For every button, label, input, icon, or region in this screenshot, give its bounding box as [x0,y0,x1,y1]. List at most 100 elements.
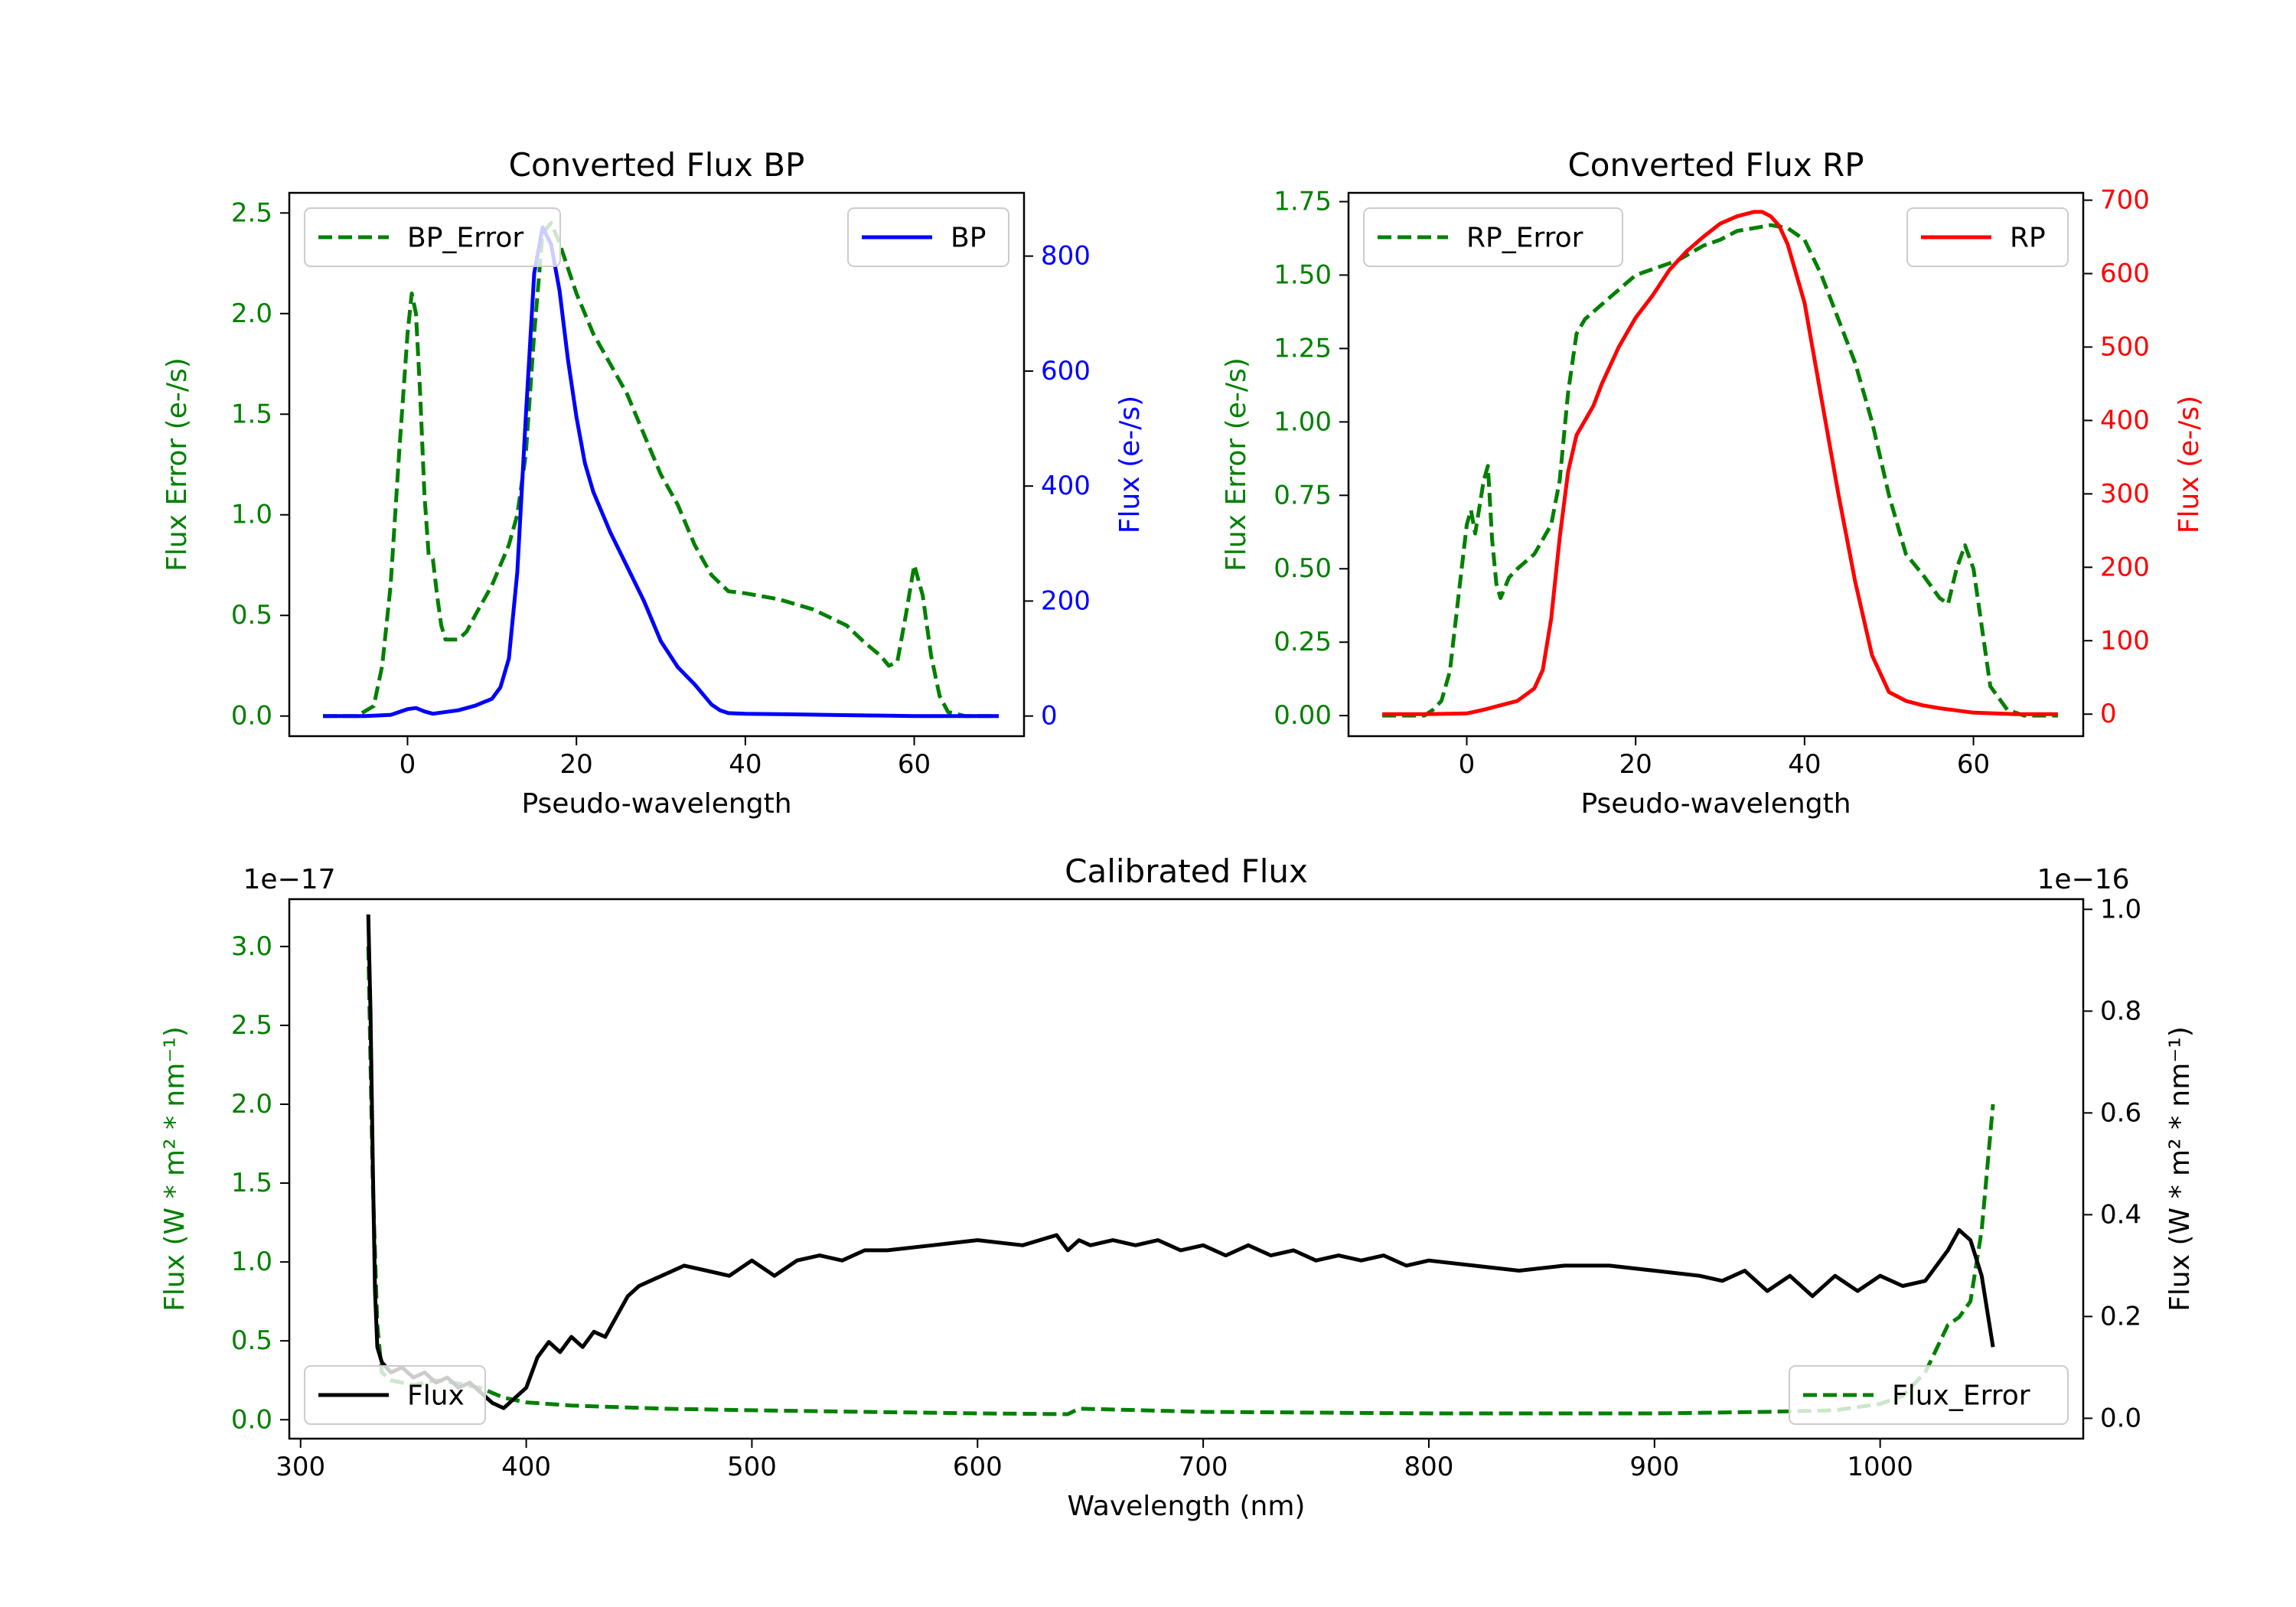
y-right-tick-label: 0 [1041,701,1058,732]
y-left-tick-label: 1.25 [1274,333,1332,363]
y-left-axis-label: Flux Error (e-/s) [1221,357,1252,572]
y-right-tick-label: 400 [2100,405,2150,435]
x-tick-label: 800 [1404,1452,1454,1482]
x-tick-label: 500 [727,1452,777,1482]
chart-title: Converted Flux RP [1567,146,1864,184]
x-tick-label: 1000 [1847,1452,1913,1482]
y-right-tick-label: 200 [2100,552,2150,582]
y-left-tick-label: 0.25 [1274,627,1332,657]
legend-flux: Flux [304,1365,486,1425]
x-tick-label: 60 [898,749,931,780]
y-left-tick-label: 2.5 [231,1010,272,1041]
y-right-tick-label: 1.0 [2100,894,2141,924]
y-right-tick-label: 600 [2100,259,2150,289]
legend-bp: BP [847,207,1009,267]
y-left-tick-label: 1.0 [231,500,272,530]
x-tick-label: 40 [1788,749,1821,780]
y-left-tick-label: 0.5 [231,1325,272,1356]
legend-label: Flux [407,1380,465,1412]
y-left-tick-label: 1.5 [231,399,272,429]
x-tick-label: 0 [400,749,416,780]
y-left-tick-label: 0.0 [231,701,272,732]
y-left-tick-label: 1.50 [1274,259,1332,290]
y-right-tick-label: 700 [2100,185,2150,216]
x-tick-label: 300 [276,1452,325,1482]
x-axis-label: Pseudo-wavelength [521,788,791,820]
y-right-axis-label: Flux (e-/s) [1114,396,1146,533]
legend-frame [1363,207,1623,267]
y-left-tick-label: 3.0 [231,931,272,962]
x-tick-label: 400 [501,1452,551,1482]
series-line-flux-error [366,946,1995,1416]
y-right-tick-label: 0.4 [2100,1199,2141,1230]
y-left-tick-label: 1.00 [1274,406,1332,437]
y-right-axis-label: Flux (e-/s) [2174,396,2205,533]
axes-frame-calibrated [288,898,2085,1440]
y-right-tick-label: 300 [2100,478,2150,509]
y-right-tick-label: 500 [2100,331,2150,362]
legend-rp: RP [1906,207,2069,267]
chart-rp: 0 20 40 60 0.00 0.25 0.50 0.75 1.00 1.25 1.50 1.75 0… [1221,146,2205,820]
y-left-tick-label: 2.0 [231,298,272,329]
legend-rp-error: RP_Error [1363,207,1623,267]
chart-title: Calibrated Flux [1065,852,1308,890]
chart-bp: 0 20 40 60 0.0 0.5 1.0 1.5 2.0 2.5 0 200 400 600 800 Co… [161,146,1146,820]
x-tick-label: 700 [1179,1452,1228,1482]
y-left-tick-label: 0.5 [231,600,272,631]
legend-label: BP [951,223,986,254]
y-left-tick-label: 2.5 [231,197,272,228]
series-line-flux [366,914,1995,1410]
chart-calibrated: 300 400 500 600 700 800 900 1000 0.0 0.5 1.0 1.5 2.0… [159,852,2196,1522]
x-axis-label: Pseudo-wavelength [1580,788,1851,820]
y-right-tick-label: 400 [1041,471,1091,501]
plot-area-calibrated [366,914,1995,1416]
x-tick-label: 20 [1619,749,1652,780]
y-right-tick-label: 600 [1041,356,1091,386]
y-left-tick-label: 0.00 [1274,700,1332,731]
y-left-axis-label: Flux (W * m² * nm⁻¹) [159,1026,191,1312]
y-left-tick-label: 2.0 [231,1089,272,1120]
series-line-rp-error [1382,223,2058,718]
y-right-axis-label: Flux (W * m² * nm⁻¹) [2164,1026,2196,1312]
x-tick-label: 600 [953,1452,1003,1482]
y-right-tick-label: 0.2 [2100,1301,2141,1332]
y-right-tick-label: 0.6 [2100,1097,2141,1128]
y-right-offset-label: 1e−16 [2037,864,2129,895]
axes-frame-bp [288,191,1026,738]
legend-label: BP_Error [407,223,523,254]
y-left-tick-label: 1.5 [231,1168,272,1198]
y-right-tick-label: 0.0 [2100,1403,2141,1433]
series-line-rp [1382,210,2058,716]
legend-label: RP_Error [1466,223,1583,254]
x-tick-label: 60 [1957,749,1990,780]
legend-label: Flux_Error [1892,1380,2030,1412]
axes-frame-rp [1347,191,2085,738]
legend-frame [1789,1365,2069,1425]
y-left-tick-label: 1.0 [231,1247,272,1277]
x-tick-label: 20 [560,749,593,780]
x-tick-label: 900 [1629,1452,1679,1482]
legend-label: RP [2010,223,2046,254]
y-right-tick-label: 800 [1041,241,1091,272]
x-tick-label: 40 [729,749,762,780]
legend-bp-error: BP_Error [304,207,561,267]
legend-frame [304,207,561,267]
y-left-tick-label: 0.75 [1274,480,1332,510]
y-right-tick-label: 0 [2100,699,2117,729]
x-axis-label: Wavelength (nm) [1068,1491,1306,1522]
legend-flux-error: Flux_Error [1789,1365,2069,1425]
plot-area-rp [1382,210,2058,718]
series-line-bp [323,225,999,719]
y-left-tick-label: 0.0 [231,1404,272,1435]
chart-title: Converted Flux BP [509,146,805,184]
legend-frame [304,1365,486,1425]
y-left-offset-label: 1e−17 [243,864,335,895]
y-right-tick-label: 200 [1041,585,1091,616]
y-right-tick-label: 100 [2100,625,2150,656]
y-left-tick-label: 1.75 [1274,187,1332,217]
plot-area-bp [323,220,999,719]
x-tick-label: 0 [1459,749,1476,780]
y-right-tick-label: 0.8 [2100,996,2141,1026]
y-left-tick-label: 0.50 [1274,553,1332,584]
